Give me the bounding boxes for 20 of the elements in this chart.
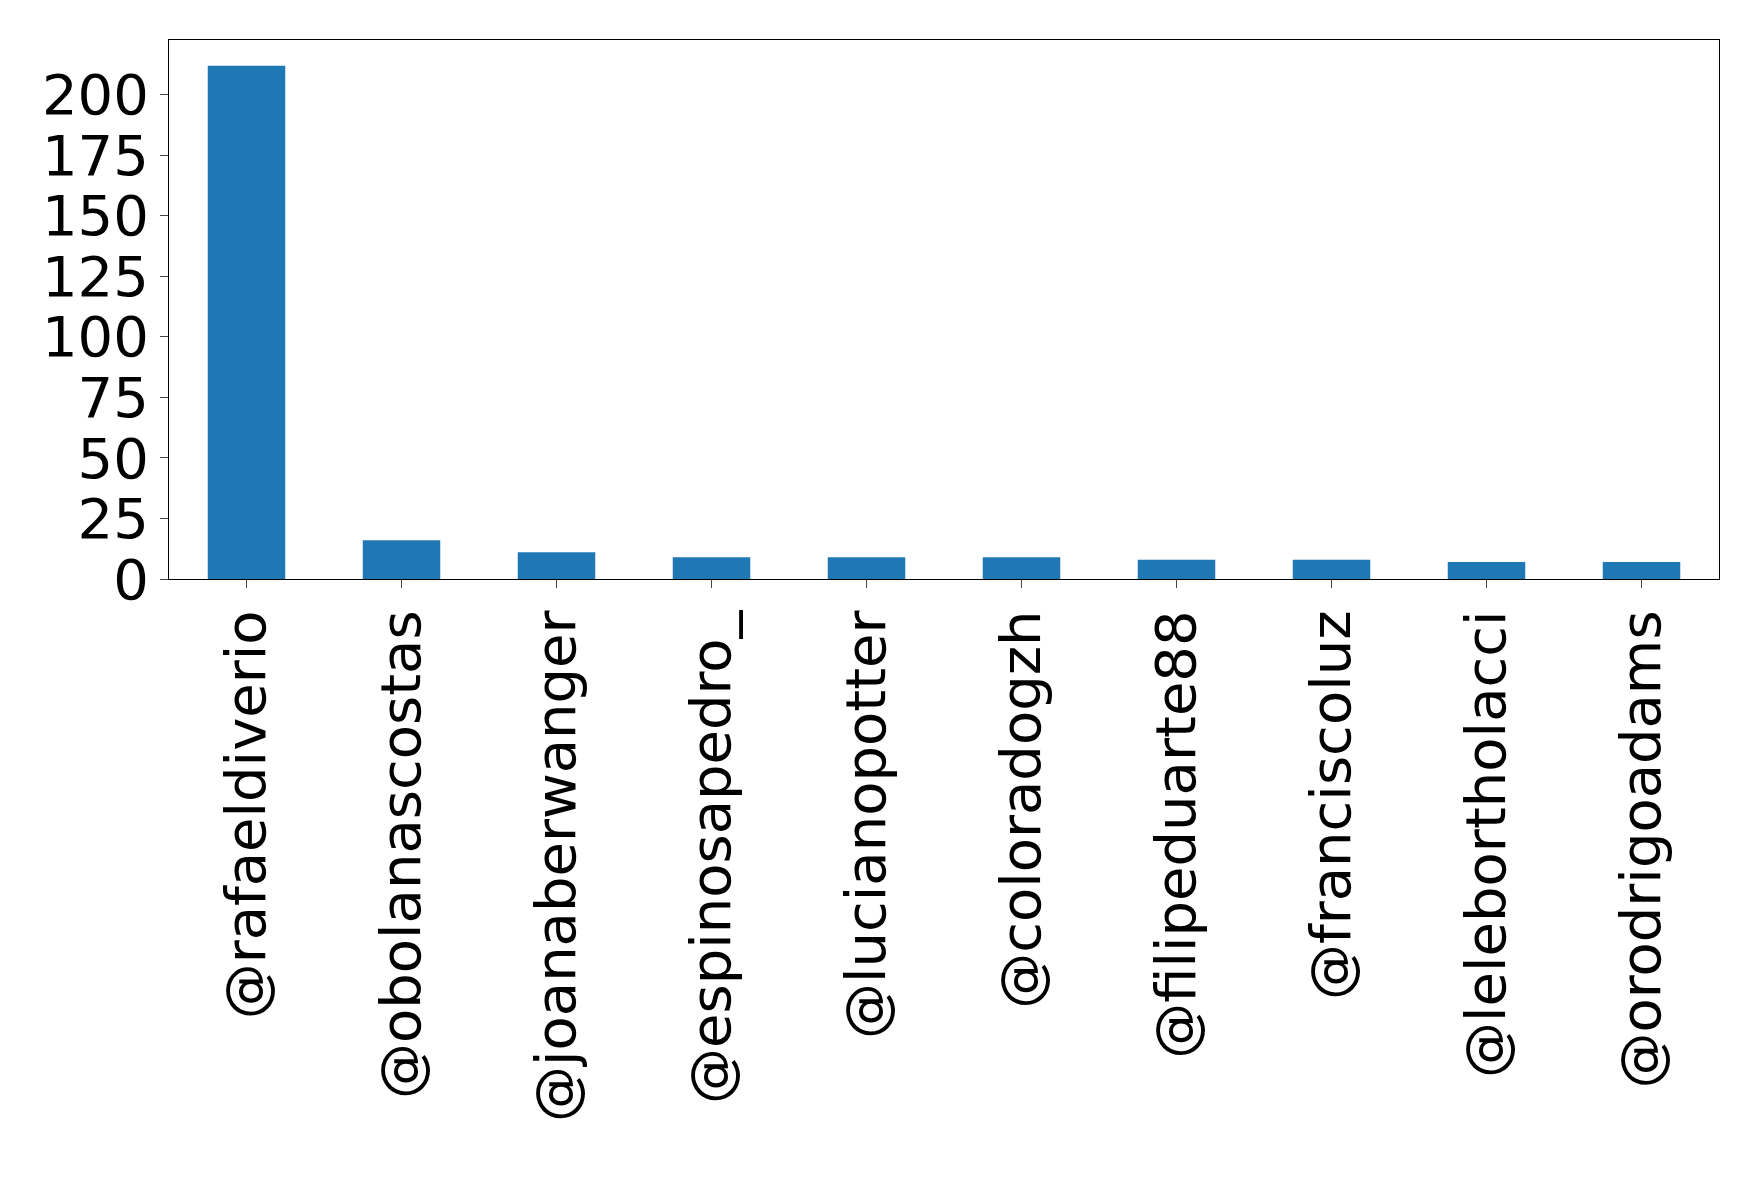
bar <box>1292 559 1371 579</box>
bar <box>207 65 286 579</box>
x-tick-label: @obolanascostas <box>367 610 433 1100</box>
x-tick-label: @coloradogzh <box>987 610 1053 1009</box>
x-tick-label: @lucianopotter <box>832 609 898 1040</box>
bar <box>1137 559 1216 579</box>
bar <box>362 540 441 579</box>
x-tick-label: @joanaberwanger <box>522 609 588 1123</box>
x-tick-label: @lelebortholacci <box>1452 610 1518 1078</box>
bar <box>517 552 596 579</box>
bar <box>827 557 906 579</box>
x-tick-label: @franciscoluz <box>1297 610 1363 1000</box>
x-tick-label: @orodrigoadams <box>1607 610 1673 1089</box>
bar <box>672 557 751 579</box>
x-tick-label: @rafaeldiverio <box>212 610 278 1020</box>
bar <box>1602 562 1681 579</box>
bar <box>982 557 1061 579</box>
bar <box>1447 562 1526 579</box>
x-tick-label: @filipeduarte88 <box>1142 610 1208 1059</box>
x-tick-label: @espinosapedro_ <box>677 609 743 1104</box>
